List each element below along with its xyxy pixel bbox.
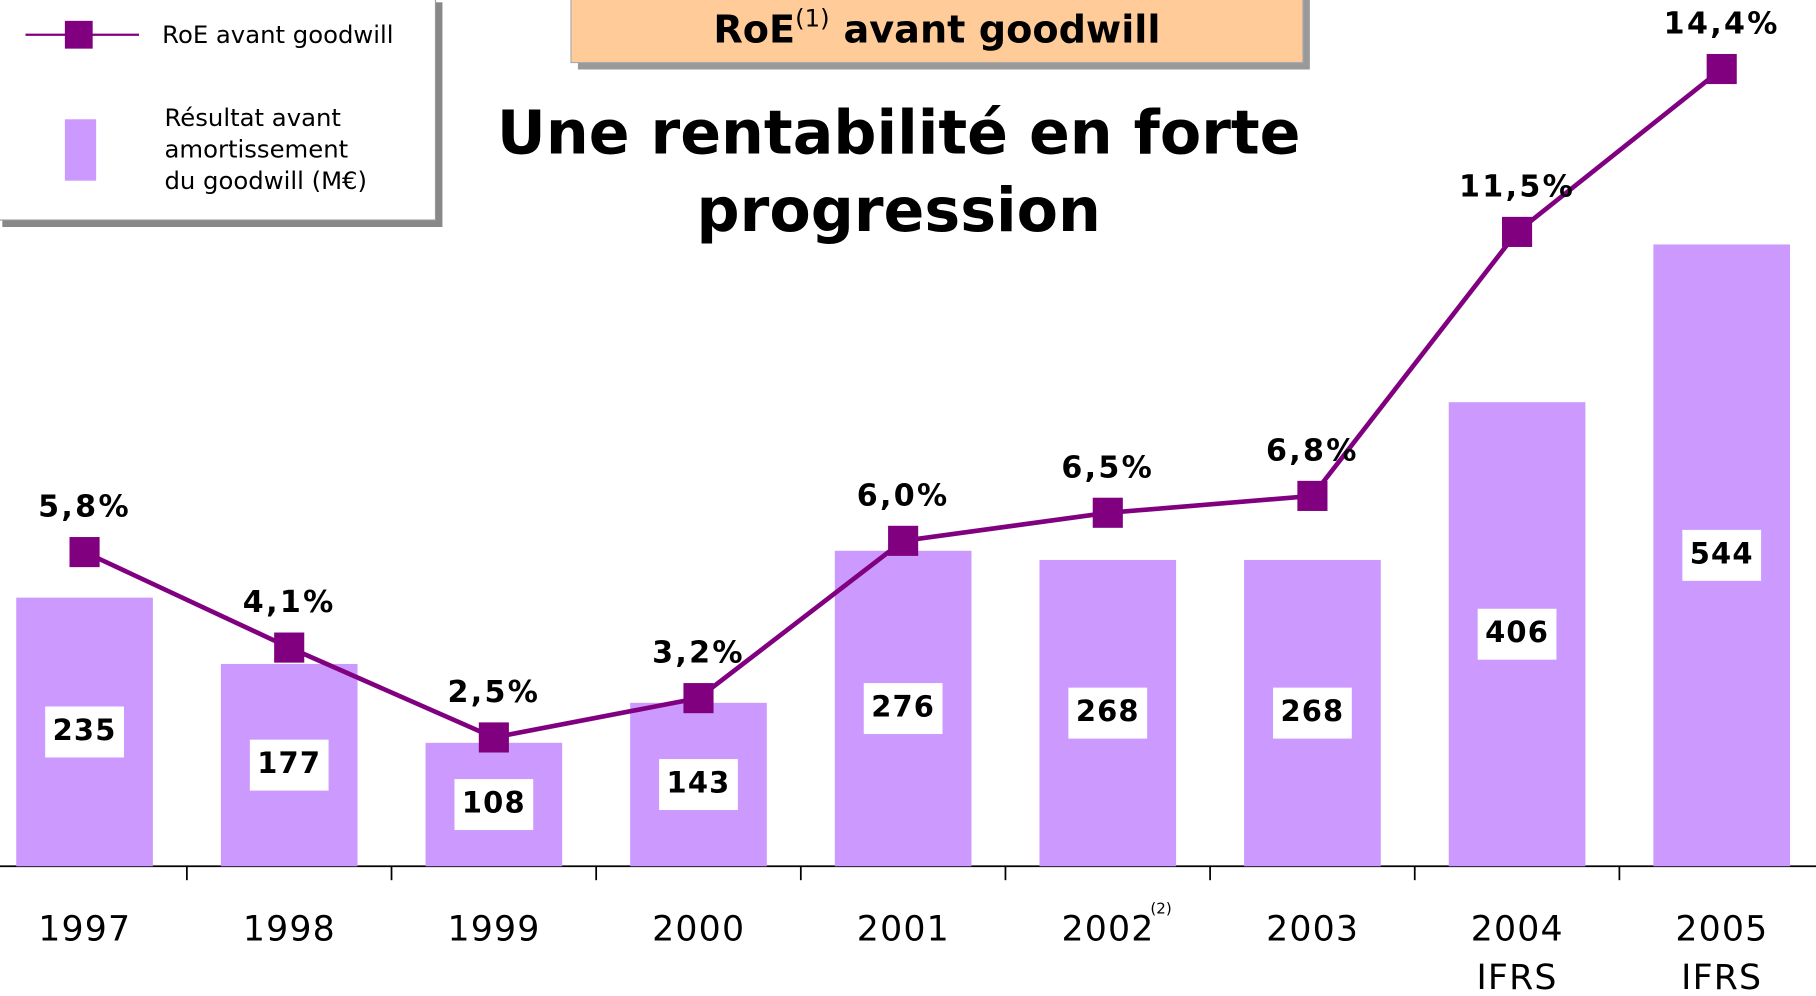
data-label: 4,1%: [243, 585, 336, 620]
x-tick-label: 2003: [1266, 909, 1360, 950]
data-label: 5,8%: [38, 490, 131, 525]
x-tick-label-box: 1997: [38, 909, 132, 950]
x-tick-label-box: 2002: [1061, 909, 1155, 950]
marker: [69, 537, 100, 568]
title-box: RoE(1) avant goodwill: [570, 0, 1310, 70]
bar-label-bg: [1273, 687, 1352, 739]
bar-label: 276: [871, 690, 935, 724]
marker: [274, 632, 305, 663]
bar-label: 108: [462, 786, 526, 820]
bar-label: 268: [1280, 694, 1344, 728]
bar-label-bg: [1068, 687, 1148, 739]
marker: [1706, 53, 1737, 85]
bar-label-bg: [45, 706, 124, 758]
bar-label: 406: [1485, 615, 1549, 649]
marker: [1092, 497, 1123, 528]
x-tick-label-box: 2005 IFRS: [1675, 909, 1769, 996]
x-tick-label-box: 2004 IFRS: [1470, 909, 1564, 996]
subtitle: progression: [697, 176, 1101, 246]
bar-label: 544: [1690, 536, 1754, 570]
x-tick-label: 2005 IFRS: [1675, 909, 1769, 996]
data-label: 3,2%: [652, 636, 745, 671]
bar-label-bg: [1477, 608, 1557, 660]
title-main: RoE: [713, 8, 795, 52]
x-tick-label: 1999: [447, 909, 541, 950]
marker: [478, 722, 509, 753]
x-tick-label: 2004 IFRS: [1470, 909, 1564, 996]
data-label: 6,8%: [1266, 433, 1359, 468]
legend-label-box: Résultat avant amortissement du goodwill…: [164, 104, 368, 195]
marker: [683, 683, 714, 714]
x-tick-label: 2001: [856, 909, 950, 950]
bar-label-bg: [863, 683, 943, 735]
x-tick-label: 1998: [242, 909, 336, 950]
bar-label-bg: [659, 759, 738, 811]
x-tick-label-box: 1998: [242, 909, 336, 950]
bar-label-bg: [454, 779, 534, 831]
marker: [1502, 216, 1533, 247]
bar-label: 143: [667, 766, 731, 800]
title-rest: avant goodwill: [844, 8, 1161, 52]
legend-label: RoE avant goodwill: [162, 20, 393, 49]
x-tick-label: 2000: [652, 909, 746, 950]
legend: Résultat avant amortissement du goodwill…: [0, 0, 443, 227]
category-note: (2): [1150, 900, 1171, 918]
data-label: 6,5%: [1061, 450, 1154, 485]
marker: [888, 525, 919, 556]
x-tick-label: 2002: [1061, 909, 1155, 950]
data-label: 11,5%: [1459, 169, 1575, 204]
bar-label-bg: [1682, 529, 1762, 581]
data-label: 2,5%: [447, 675, 540, 710]
x-tick-label: 1997: [38, 909, 132, 950]
legend-swatch: [64, 119, 97, 181]
data-label: 6,0%: [857, 478, 950, 513]
x-tick-label-box: 1999: [447, 909, 541, 950]
x-tick-label-box: 2000: [652, 909, 746, 950]
legend-marker: [64, 20, 93, 49]
data-label: 14,4%: [1664, 7, 1780, 42]
chart-title: RoE(1) avant goodwill: [713, 4, 1160, 52]
bar-label: 177: [257, 746, 321, 780]
bar-label: 268: [1076, 694, 1140, 728]
bar-label: 235: [53, 713, 117, 747]
legend-label: Résultat avant amortissement du goodwill…: [164, 104, 368, 195]
x-tick-label-box: 2003: [1266, 909, 1360, 950]
title-sup: (1): [795, 4, 829, 33]
subtitle: Une rentabilité en forte: [497, 98, 1301, 168]
x-tick-label-box: 2001: [856, 909, 950, 950]
bar-label-bg: [249, 739, 329, 791]
marker: [1297, 480, 1328, 511]
